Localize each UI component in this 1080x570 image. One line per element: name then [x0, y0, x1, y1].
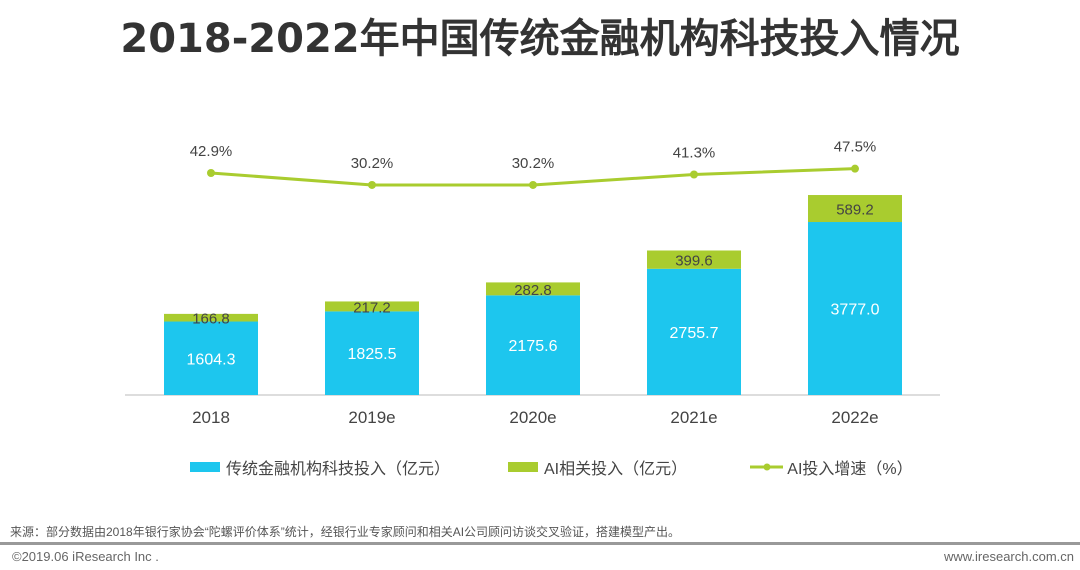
legend-item-growth: AI投入增速（%）: [750, 455, 913, 479]
legend-label: AI相关投入（亿元）: [544, 461, 688, 478]
legend-swatch-blue: [190, 462, 220, 472]
growth-point: [207, 169, 215, 177]
x-tick-label: 2021e: [670, 408, 717, 427]
x-tick-label: 2019e: [348, 408, 395, 427]
x-tick-label: 2020e: [509, 408, 556, 427]
bar-traditional: [808, 222, 902, 395]
data-label-traditional: 2755.7: [670, 325, 719, 342]
growth-point: [368, 180, 376, 189]
data-label-ai: 217.2: [353, 299, 391, 316]
bar-traditional: [486, 295, 580, 395]
data-label-ai: 589.2: [836, 202, 874, 219]
data-label-ai: 282.8: [514, 282, 552, 299]
data-label-ai: 166.8: [192, 311, 230, 328]
data-label-growth: 42.9%: [190, 143, 233, 160]
divider: [0, 542, 1080, 545]
data-label-ai: 399.6: [675, 253, 713, 270]
bar-ai: [486, 282, 580, 296]
chart-title: 2018-2022年中国传统金融机构科技投入情况: [120, 16, 960, 62]
website-link[interactable]: www.iresearch.com.cn: [943, 549, 1074, 564]
data-label-growth: 30.2%: [351, 155, 394, 172]
legend-item-traditional: 传统金融机构科技投入（亿元）: [190, 455, 450, 479]
data-label-growth: 41.3%: [673, 145, 716, 162]
bar-traditional: [164, 321, 258, 395]
data-label-traditional: 3777.0: [831, 302, 880, 319]
growth-point: [690, 170, 698, 179]
bar-traditional: [647, 268, 741, 395]
data-label-traditional: 1604.3: [187, 351, 236, 368]
legend-label: AI投入增速（%）: [787, 461, 913, 478]
chart: 1604.3 166.8 2018 1825.5 217.2 2019e 2175.6 282…: [125, 139, 940, 427]
legend-label: 传统金融机构科技投入（亿元）: [226, 461, 451, 478]
bar-ai: [164, 313, 258, 322]
legend-item-ai: AI相关投入（亿元）: [508, 455, 687, 479]
bar-traditional: [325, 311, 419, 395]
x-tick-label: 2018: [192, 408, 230, 427]
data-label-growth: 47.5%: [834, 139, 877, 156]
bar-ai: [647, 250, 741, 269]
bar-ai: [325, 301, 419, 312]
x-tick-label: 2022e: [831, 408, 878, 427]
growth-point: [529, 180, 537, 189]
growth-point: [851, 164, 859, 173]
source-note: 来源：部分数据由2018年银行家协会“陀螺评价体系”统计，经银行业专家顾问和相关…: [10, 525, 681, 539]
legend-swatch-green: [508, 462, 538, 472]
data-label-traditional: 1825.5: [348, 346, 397, 363]
legend-line-marker-icon: [750, 463, 784, 471]
copyright: ©2019.06 iResearch Inc .: [12, 549, 159, 564]
data-label-traditional: 2175.6: [509, 338, 558, 355]
data-label-growth: 30.2%: [512, 155, 555, 172]
bar-ai: [808, 195, 902, 223]
